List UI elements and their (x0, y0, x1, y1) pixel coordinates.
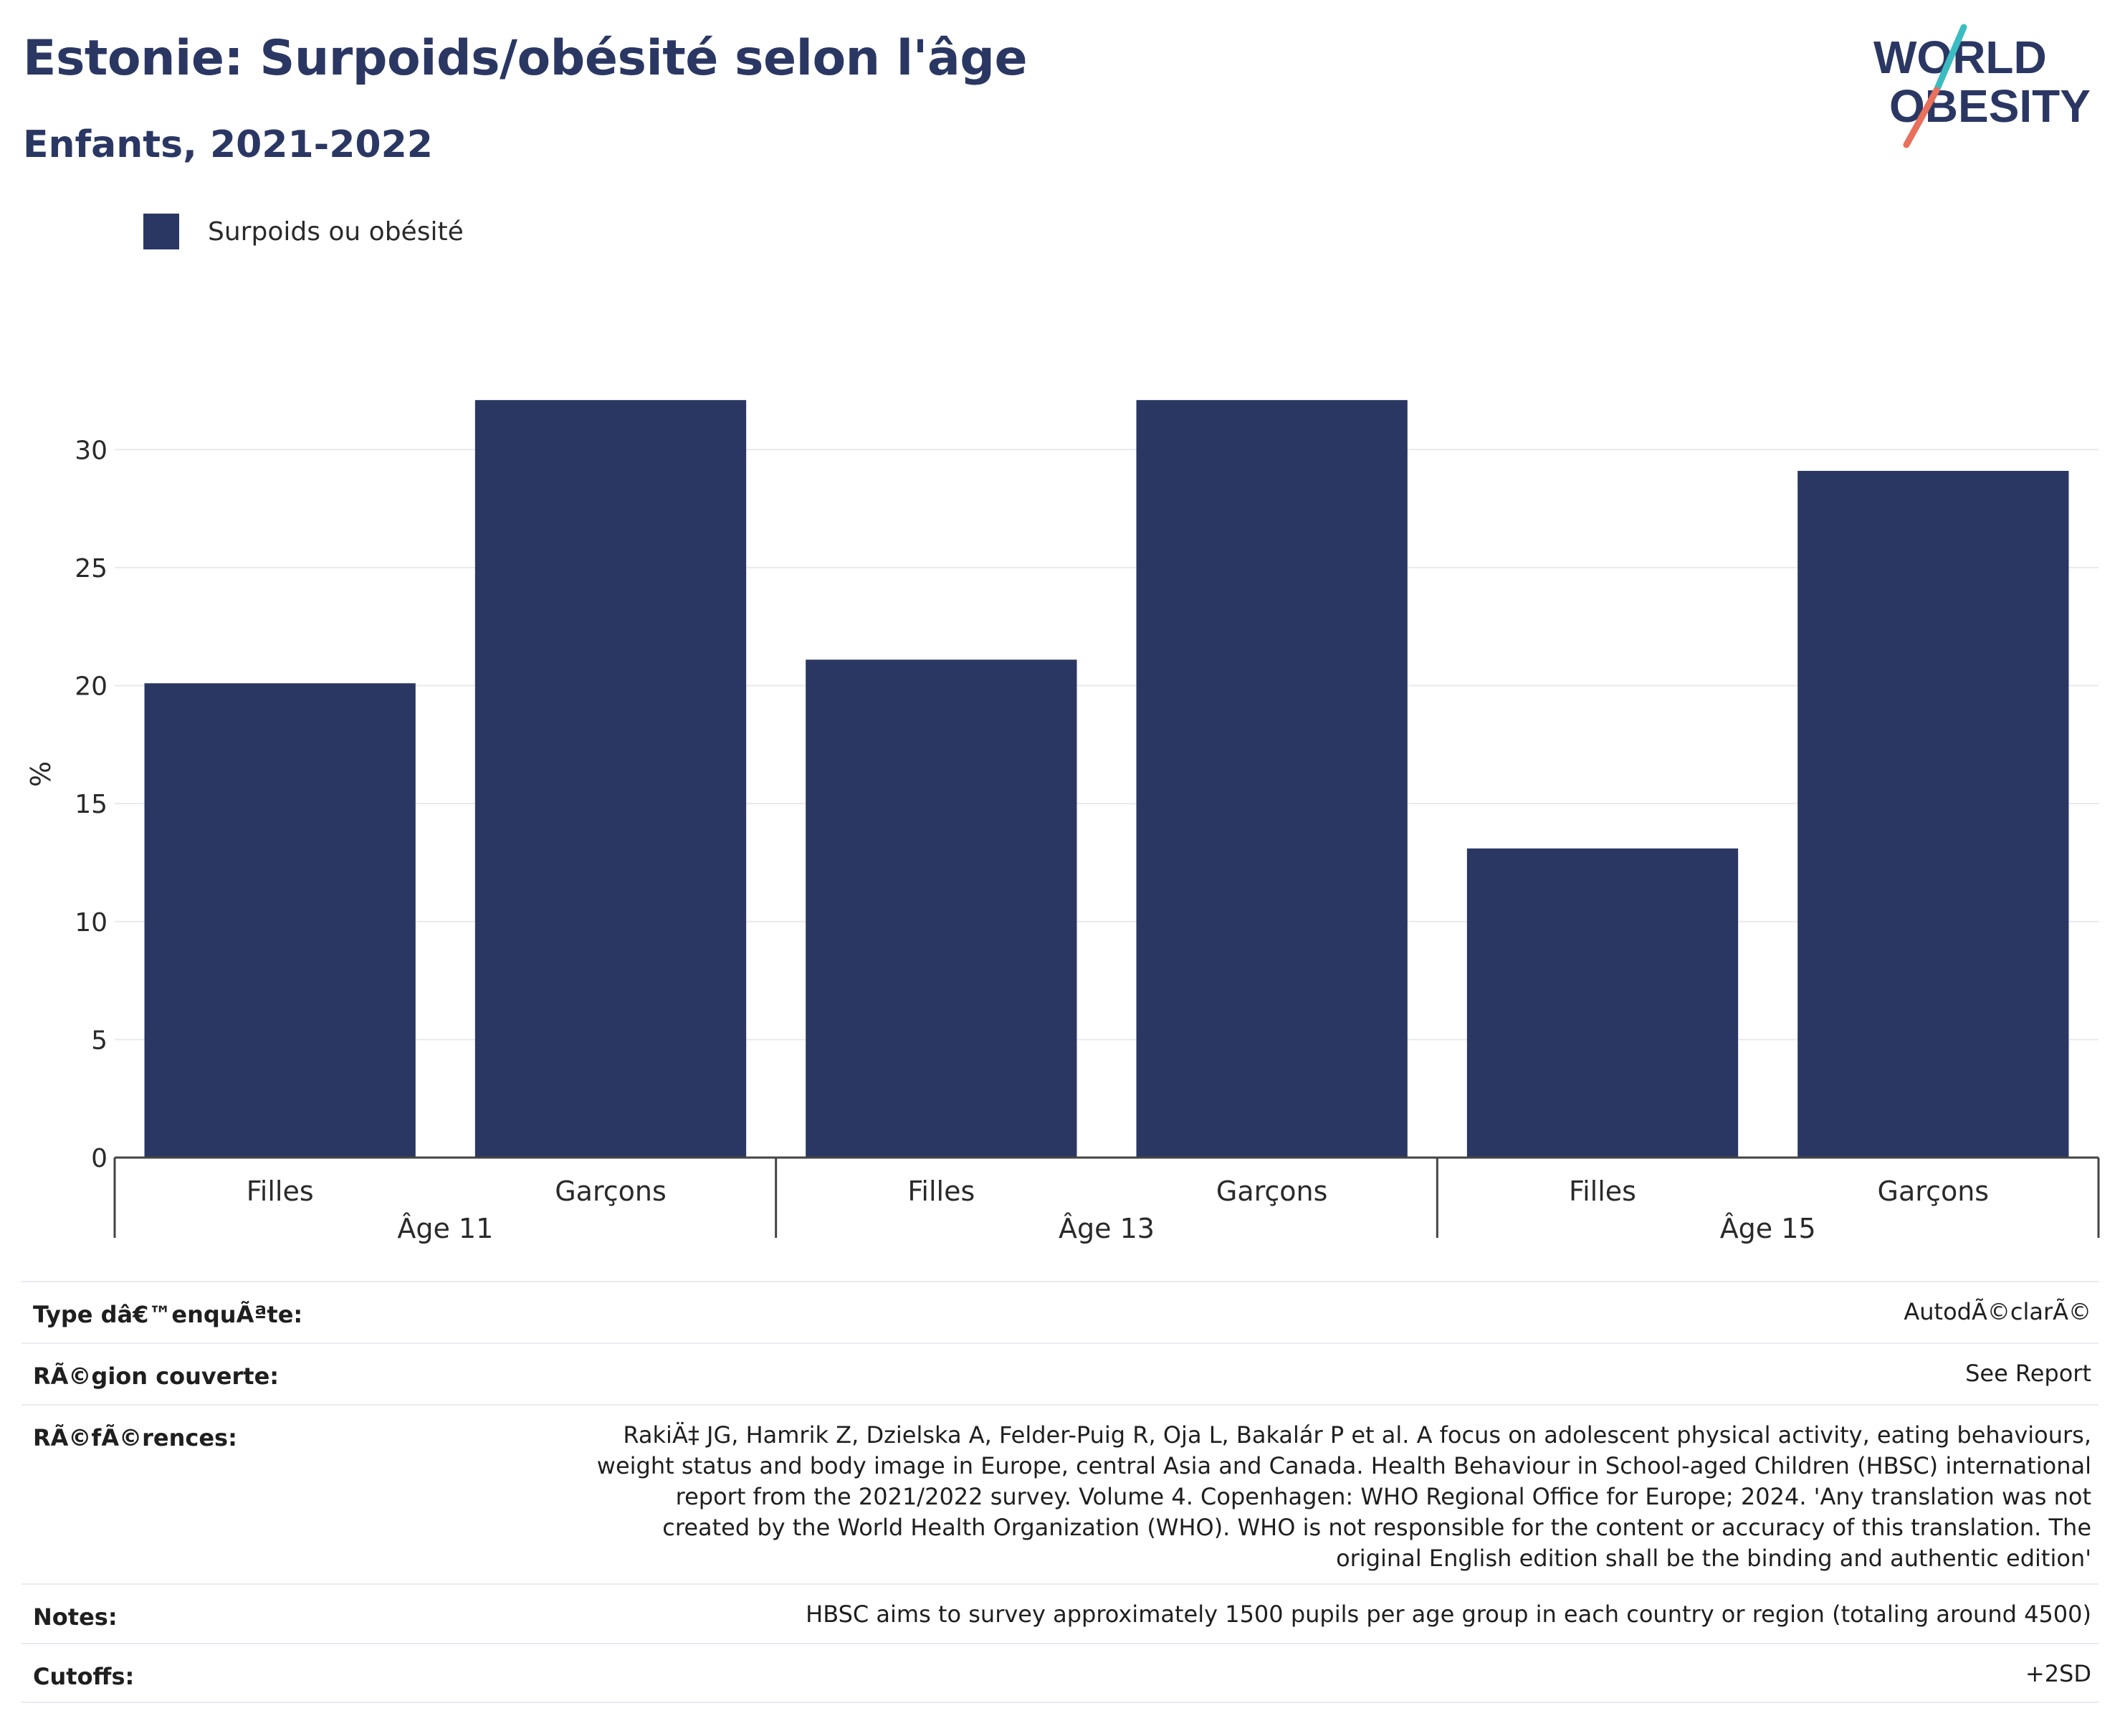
meta-row-cutoffs: Cutoffs: +2SD (22, 1643, 2098, 1703)
meta-value-cutoffs: +2SD (2025, 1660, 2091, 1687)
meta-label-references: RÃ©fÃ©rences: (33, 1424, 237, 1451)
legend-label: Surpoids ou obésité (208, 216, 464, 247)
bar (806, 659, 1077, 1158)
chart-legend: Surpoids ou obésité (143, 214, 464, 249)
meta-value-survey-type: AutodÃ©clarÃ© (1904, 1298, 2091, 1325)
bar (474, 400, 747, 1158)
chart-subtitle: Enfants, 2021-2022 (23, 123, 433, 166)
bar (1466, 848, 1739, 1158)
y-tick-label: 25 (75, 554, 108, 583)
x-tick-label: Filles (907, 1175, 975, 1207)
y-tick-label: 0 (91, 1144, 108, 1173)
y-tick-label: 20 (75, 672, 108, 702)
legend-swatch (143, 214, 179, 249)
y-tick-label: 5 (91, 1026, 108, 1055)
meta-row-references: RÃ©fÃ©rences: RakiÄ‡ JG, Hamrik Z, Dziel… (22, 1404, 2098, 1583)
x-group-label: Âge 13 (1059, 1213, 1155, 1244)
bar (1136, 400, 1408, 1158)
logo-slash-bottom (1903, 87, 1940, 148)
x-tick-label: Garçons (1216, 1175, 1328, 1207)
meta-value-notes: HBSC aims to survey approximately 1500 p… (806, 1601, 2091, 1628)
y-tick-label: 30 (75, 436, 108, 465)
y-tick-label: 10 (75, 908, 108, 938)
x-tick-label: Garçons (555, 1175, 667, 1207)
y-tick-label: 15 (75, 790, 108, 819)
meta-value-references: RakiÄ‡ JG, Hamrik Z, Dzielska A, Felder-… (596, 1421, 2091, 1572)
meta-value-region: See Report (1965, 1360, 2091, 1387)
meta-label-notes: Notes: (33, 1603, 118, 1631)
bar (1797, 470, 2069, 1158)
logo-text-obesity: OBESITY (1889, 80, 2091, 132)
metadata-table: Type dâ€™enquÃªte: AutodÃ©clarÃ© RÃ©gion… (22, 1281, 2098, 1703)
meta-label-survey-type: Type dâ€™enquÃªte: (33, 1301, 303, 1328)
logo-slash-top (1933, 24, 1967, 94)
x-tick-label: Filles (247, 1175, 314, 1207)
x-group-label: Âge 11 (397, 1213, 493, 1244)
bar (144, 683, 416, 1158)
x-tick-label: Filles (1569, 1175, 1636, 1207)
meta-row-notes: Notes: HBSC aims to survey approximately… (22, 1583, 2098, 1643)
world-obesity-logo: WORLD OBESITY (1873, 24, 2091, 148)
meta-label-region: RÃ©gion couverte: (33, 1363, 280, 1390)
meta-row-region: RÃ©gion couverte: See Report (22, 1342, 2098, 1404)
meta-label-cutoffs: Cutoffs: (33, 1663, 135, 1690)
bar-chart: 0 5 10 15 20 25 30% Filles Garçons Âge 11 Filles Ga… (25, 400, 2100, 1244)
y-axis-label: % (25, 761, 57, 787)
x-group-label: Âge 15 (1720, 1213, 1816, 1244)
chart-title: Estonie: Surpoids/obésité selon l'âge (23, 30, 1028, 87)
x-tick-label: Garçons (1878, 1175, 1990, 1207)
meta-row-survey-type: Type dâ€™enquÃªte: AutodÃ©clarÃ© (22, 1281, 2098, 1342)
